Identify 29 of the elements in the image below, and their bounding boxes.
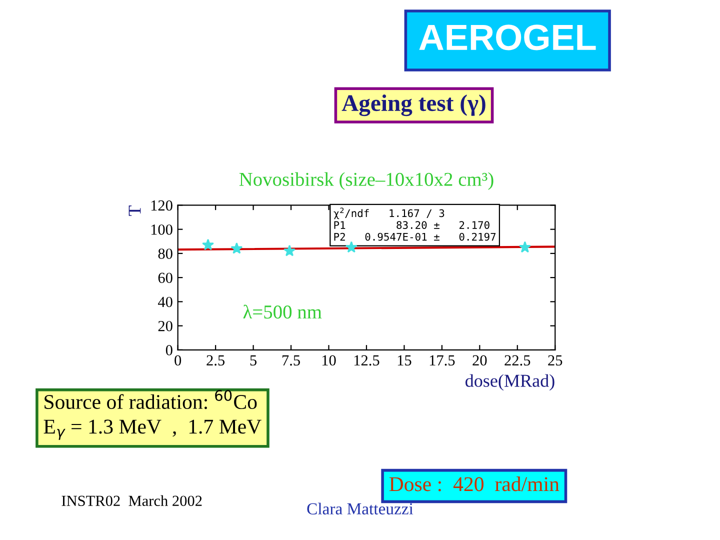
- y-tick-label: 80: [158, 248, 172, 259]
- x-tick-label: 12.5: [354, 355, 380, 366]
- y-axis-title: T: [128, 206, 141, 216]
- y-tick-label: 40: [158, 296, 172, 308]
- x-tick-label: 17.5: [430, 355, 455, 366]
- x-tick-label: 25: [548, 355, 562, 366]
- y-tick-label: 100: [151, 224, 172, 235]
- chart-title: Novosibirsk (size–10x10x2 cm³): [239, 172, 494, 190]
- text: Clara Matteuzzi: [307, 502, 414, 514]
- annotation: χ$^{2}$/ndf 1.167 / 3 P1 83.20 ± 2.170 P2 0.9547E-01 ± 0.2197: [334, 208, 496, 241]
- x-tick-label: 20: [472, 355, 487, 366]
- x-tick-label: 0: [174, 355, 182, 366]
- y-tick-label: 60: [158, 272, 172, 284]
- text: Ageing test (γ): [342, 94, 486, 116]
- text: Dose : 420 rad/min: [389, 476, 560, 492]
- text: INSTR02 March 2002: [62, 495, 202, 506]
- y-tick-label: 0: [166, 345, 172, 356]
- text: AEROGEL: [419, 24, 596, 50]
- x-tick-label: 22.5: [504, 355, 530, 366]
- x-tick-label: 2.5: [206, 355, 225, 366]
- text: Source of radiation: $^{60}$Co E$_{γ}$ = 1.3 MeV , 1.7 MeV: [44, 390, 262, 440]
- x-tick-label: 7.5: [282, 355, 300, 366]
- annotation: λ=500 nm: [243, 304, 322, 319]
- y-tick-label: 120: [151, 200, 172, 211]
- x-tick-label: 15: [398, 355, 412, 366]
- x-axis-title: dose(MRad): [466, 374, 554, 391]
- x-tick-label: 5: [250, 355, 257, 366]
- x-tick-label: 10: [322, 355, 336, 366]
- y-tick-label: 20: [158, 320, 172, 332]
